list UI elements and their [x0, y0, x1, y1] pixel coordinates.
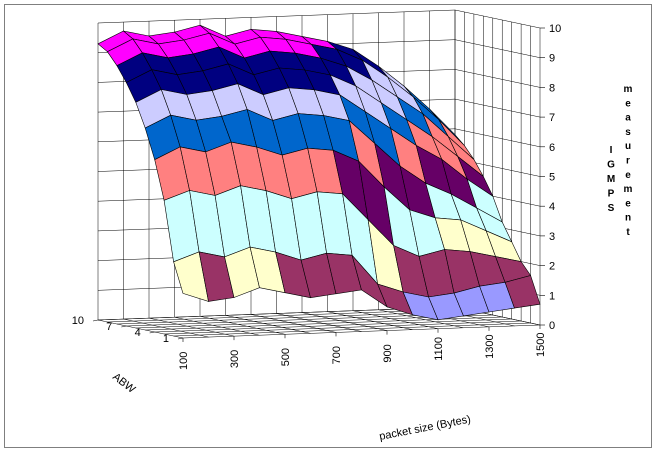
z-axis-title-char: M: [607, 174, 615, 185]
z-axis-title-char: m: [624, 184, 633, 195]
wall-grid-line: [454, 98, 541, 118]
y-tick-mark: [92, 319, 99, 322]
floor-grid-line: [301, 312, 388, 331]
floor-grid-line: [378, 309, 464, 329]
y-tick-label: 1: [163, 333, 169, 345]
z-axis-title-char: t: [626, 227, 630, 238]
z-axis-title-char: s: [625, 127, 631, 138]
floor-grid-line: [327, 311, 413, 330]
z-axis-title-char: u: [625, 141, 631, 152]
x-tick-label: 700: [331, 346, 343, 364]
z-tick-label: 1: [549, 290, 555, 302]
z-axis-title-char: m: [624, 84, 633, 95]
wall-grid-line: [454, 69, 541, 88]
z-axis-title-char: e: [625, 98, 631, 109]
floor-grid-line: [250, 314, 337, 333]
floor-grid-line: [352, 310, 439, 329]
z-tick-label: 6: [549, 142, 555, 154]
z-tick-label: 10: [549, 23, 561, 35]
wall-grid-line: [454, 39, 541, 58]
x-tick-label: 500: [280, 348, 292, 366]
z-axis-title-char: S: [608, 203, 615, 214]
z-tick-label: 5: [549, 172, 555, 184]
z-tick-label: 7: [549, 112, 555, 124]
y-tick-label: 7: [106, 321, 112, 333]
floor-grid-line: [148, 317, 235, 337]
floor-grid-line: [225, 315, 311, 334]
y-axis-title: ABW: [110, 371, 138, 396]
floor-grid-line: [123, 318, 209, 338]
floor-grid-line: [174, 316, 260, 336]
z-axis-title-char: e: [625, 170, 631, 181]
z-tick-label: 8: [549, 82, 555, 94]
z-axis-title-char: e: [625, 198, 631, 209]
x-tick-label: 900: [382, 344, 394, 362]
z-axis-title-char: P: [608, 189, 615, 200]
z-axis-title-char: I: [610, 145, 613, 156]
z-tick-label: 3: [549, 231, 555, 243]
y-tick-label: 4: [135, 327, 141, 339]
y-tick-label: 10: [72, 315, 84, 327]
x-tick-label: 100: [178, 352, 190, 370]
z-tick-label: 4: [549, 201, 555, 213]
surface-plot: [97, 24, 541, 321]
wall-grid-line: [454, 128, 541, 148]
y-tick-mark: [121, 325, 127, 328]
z-axis-title-char: r: [626, 156, 630, 167]
x-tick-label: 300: [229, 350, 241, 368]
z-axis-title-char: a: [625, 113, 631, 124]
z-axis-title-char: G: [607, 160, 615, 171]
floor-grid-line: [182, 324, 541, 339]
x-tick-label: 1500: [535, 333, 547, 357]
floor-grid-line: [164, 320, 522, 335]
floor-grid-line: [97, 319, 184, 339]
x-tick-label: 1100: [433, 337, 445, 361]
floor-grid-line: [173, 322, 531, 337]
wall-grid-line: [454, 9, 541, 29]
floor-grid-line: [199, 316, 286, 335]
y-tick-mark: [177, 337, 184, 340]
x-tick-label: 1300: [484, 334, 496, 358]
z-tick-label: 2: [549, 261, 555, 273]
floor-grid-line: [276, 313, 362, 332]
z-tick-label: 9: [549, 53, 555, 65]
floor-grid-line: [154, 318, 512, 333]
y-tick-mark: [149, 331, 155, 334]
z-tick-label: 0: [549, 320, 555, 332]
z-axis-title-char: n: [625, 213, 631, 224]
surface-patch: [504, 275, 541, 309]
x-axis-title: packet size (Bytes): [378, 413, 472, 443]
